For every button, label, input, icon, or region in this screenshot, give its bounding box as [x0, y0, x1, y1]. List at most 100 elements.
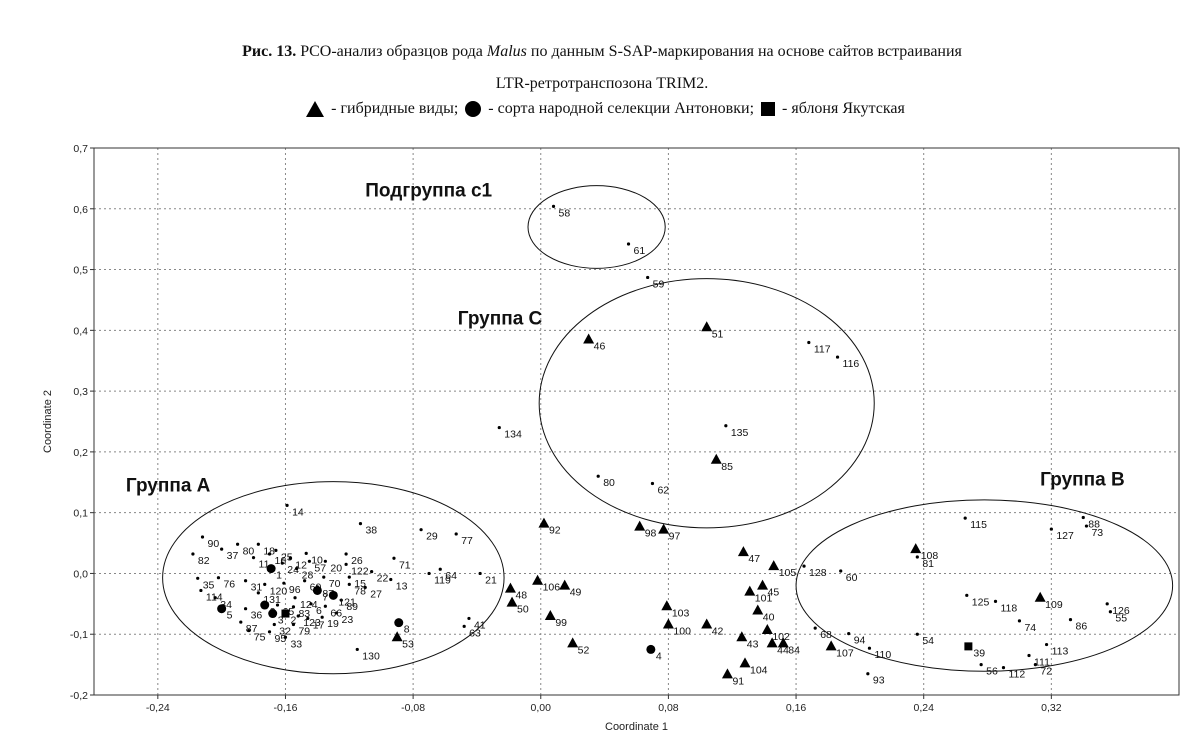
- point-label: 11: [259, 559, 270, 571]
- dot-marker: [267, 552, 272, 556]
- dot-marker: [251, 556, 256, 560]
- point-label: 87: [322, 588, 334, 600]
- point-label: 117: [814, 343, 831, 355]
- group-ellipse: [795, 499, 1174, 672]
- caption-line-2: LTR-ретротранспозона TRIM2.: [495, 75, 709, 92]
- y-tick-label: -0,1: [70, 629, 88, 641]
- point-label: 44: [777, 644, 789, 656]
- point-label: 104: [750, 664, 768, 676]
- point-label: 86: [1076, 621, 1088, 633]
- point-label: 35: [203, 579, 215, 591]
- point-label: 107: [836, 647, 854, 659]
- point-label: 125: [972, 596, 990, 608]
- point-label: 15: [354, 578, 366, 590]
- circle-marker: [394, 618, 404, 628]
- point-label: 106: [543, 582, 561, 594]
- dot-marker: [965, 593, 969, 597]
- point-label: 19: [327, 618, 339, 630]
- dot-marker: [478, 571, 482, 576]
- dot-marker: [285, 503, 289, 507]
- dot-marker: [355, 647, 359, 652]
- dot-marker: [963, 516, 967, 520]
- point-label: 29: [426, 531, 438, 543]
- point-label: 43: [747, 638, 759, 650]
- point-label: 76: [223, 579, 235, 591]
- triangle-marker: [701, 618, 713, 629]
- circle-marker: [217, 604, 227, 614]
- point-label: 95: [275, 633, 287, 645]
- point-label: 59: [653, 278, 665, 290]
- point-label: 32: [279, 625, 291, 637]
- point-label: 18: [263, 545, 275, 557]
- triangle-marker: [532, 574, 544, 585]
- point-label: 49: [570, 587, 582, 599]
- x-tick-label: 0,32: [1041, 702, 1062, 714]
- dot-marker: [462, 624, 466, 628]
- dot-marker: [1017, 619, 1022, 623]
- point-label: 41: [474, 619, 486, 631]
- point-label: 74: [1024, 622, 1036, 634]
- group-label: Группа С: [458, 308, 543, 329]
- triangle-marker: [544, 609, 556, 620]
- triangle-marker: [504, 582, 516, 593]
- point-label: 75: [254, 632, 266, 644]
- point-label: 46: [594, 340, 606, 352]
- dot-marker: [239, 620, 243, 624]
- point-label: 85: [721, 461, 733, 473]
- dot-marker: [267, 630, 272, 634]
- dot-marker: [296, 614, 300, 618]
- point-label: 10: [311, 554, 323, 566]
- dot-marker: [802, 564, 806, 568]
- point-label: 122: [351, 565, 369, 577]
- triangle-marker: [662, 618, 674, 629]
- point-label: 102: [772, 631, 790, 643]
- y-axis-label: Coordinate 2: [42, 390, 54, 453]
- point-label: 72: [1040, 666, 1052, 678]
- dot-marker: [1044, 642, 1049, 647]
- point-label: 119: [434, 574, 451, 586]
- point-label: 21: [485, 574, 497, 586]
- point-label: 53: [402, 638, 414, 650]
- dot-marker: [839, 569, 843, 573]
- point-label: 68: [820, 629, 832, 641]
- point-label: 38: [365, 525, 377, 537]
- dot-marker: [213, 596, 217, 600]
- triangle-marker: [661, 600, 673, 611]
- group-label: Группа А: [126, 475, 211, 496]
- dot-marker: [322, 575, 326, 579]
- y-tick-label: 0,0: [73, 568, 88, 580]
- axis-ticks: -0,24 -0,16 -0,08 0,00 0,08 0,16 0,24 0,32-0,2-…: [70, 143, 1062, 714]
- dot-marker: [347, 575, 351, 579]
- point-label: 34: [220, 599, 232, 611]
- dot-marker: [915, 632, 919, 636]
- caption-text-1: PCO-анализ образцов рода: [296, 43, 487, 60]
- point-label: 79: [298, 625, 310, 637]
- dot-marker: [295, 566, 299, 571]
- point-label: 121: [338, 596, 356, 608]
- dot-marker: [467, 616, 471, 621]
- dot-marker: [427, 571, 431, 576]
- point-label: 37: [227, 550, 239, 562]
- dot-marker: [306, 616, 310, 621]
- dot-marker: [551, 204, 556, 208]
- point-label: 130: [362, 650, 380, 662]
- group-label: Группа В: [1040, 469, 1125, 490]
- y-tick-label: -0,2: [70, 690, 88, 702]
- point-label: 111: [1034, 656, 1050, 668]
- y-tick-label: 0,3: [73, 386, 88, 398]
- point-label: 109: [1045, 599, 1063, 611]
- square-marker: [281, 609, 290, 618]
- point-label: 8: [404, 624, 410, 636]
- point-label: 6: [316, 605, 322, 617]
- point-label: 39: [973, 647, 985, 659]
- point-label: 110: [874, 649, 891, 661]
- dot-marker: [993, 599, 998, 604]
- point-label: 97: [669, 531, 681, 543]
- dot-marker: [392, 556, 396, 560]
- group-ellipse: [527, 185, 666, 269]
- point-label: 22: [377, 573, 389, 585]
- point-label: 14: [292, 506, 304, 518]
- dot-marker: [280, 561, 284, 565]
- dot-marker: [339, 598, 343, 602]
